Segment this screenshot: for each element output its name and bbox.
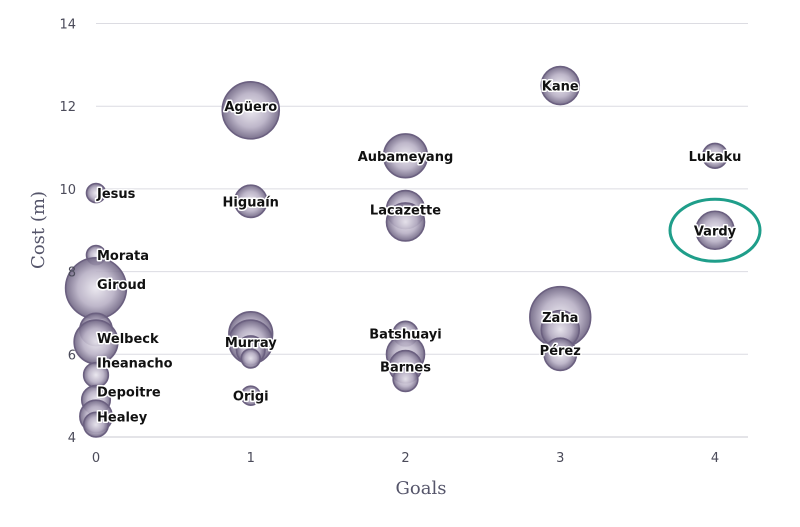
data-bubble[interactable] [82, 411, 110, 438]
highlight-ellipse [668, 197, 762, 263]
player-label: Pérez [540, 344, 581, 359]
data-bubble[interactable] [392, 365, 419, 393]
player-label: Higuaín [223, 195, 279, 210]
player-label: Depoitre [97, 386, 161, 401]
y-tick-label: 6 [68, 348, 76, 363]
x-tick-label: 3 [556, 451, 564, 466]
player-label: Lukaku [689, 150, 742, 165]
player-label: Barnes [380, 361, 431, 376]
data-bubble[interactable] [240, 385, 262, 406]
player-label: Murray [225, 336, 277, 351]
x-axis-title: Goals [396, 478, 447, 499]
player-label: Zaha [542, 311, 578, 326]
data-bubble[interactable] [543, 337, 578, 372]
player-label: Morata [97, 249, 149, 264]
data-bubble[interactable] [382, 133, 429, 179]
player-label: Healey [97, 410, 148, 425]
player-label: Vardy [694, 224, 737, 239]
grid-layer [96, 23, 748, 438]
data-bubble[interactable] [221, 81, 281, 140]
data-bubble[interactable] [385, 202, 426, 242]
data-bubble[interactable] [540, 65, 581, 106]
data-bubble[interactable] [695, 210, 735, 251]
y-tick-label: 8 [68, 266, 76, 281]
data-bubble[interactable] [240, 348, 262, 369]
data-bubble[interactable] [701, 142, 729, 169]
player-label: Welbeck [97, 332, 159, 347]
bubble-layer [64, 65, 735, 438]
player-label: Aubameyang [358, 150, 454, 165]
player-label: Lacazette [370, 204, 441, 219]
y-tick-label: 14 [59, 18, 76, 33]
player-label: Origi [233, 390, 269, 405]
highlight-layer [668, 197, 762, 263]
label-layer: Agüero Kane Aubameyang Lukaku Jesus Higuaín La… [95, 78, 743, 427]
x-tick-label: 1 [247, 451, 255, 466]
x-tick-label: 2 [401, 451, 409, 466]
x-tick-label: 4 [711, 451, 719, 466]
y-tick-label: 4 [68, 431, 76, 446]
player-label: Batshuayi [369, 328, 441, 343]
y-tick-label: 12 [59, 100, 76, 115]
x-tick-label: 0 [92, 451, 100, 466]
player-label: Kane [542, 80, 579, 95]
y-axis-title: Cost (m) [28, 191, 49, 269]
player-label: Jesus [96, 187, 136, 202]
data-bubble[interactable] [233, 184, 268, 219]
y-tick-label: 10 [59, 183, 76, 198]
player-label: Iheanacho [97, 357, 173, 372]
player-label: Giroud [97, 278, 146, 293]
data-bubble[interactable] [85, 182, 107, 204]
player-label: Agüero [224, 100, 277, 115]
